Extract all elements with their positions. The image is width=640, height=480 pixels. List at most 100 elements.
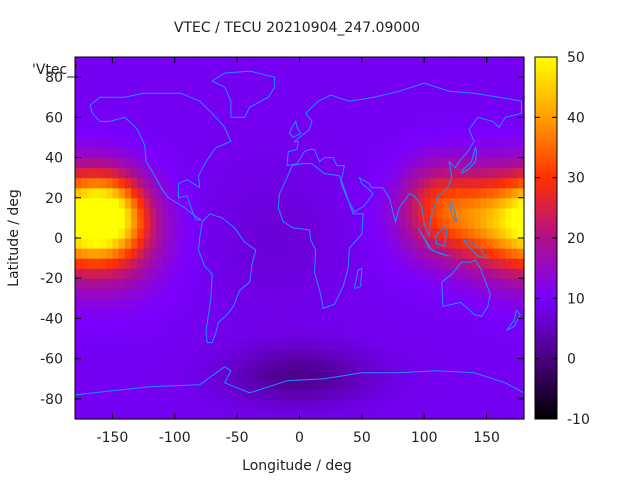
heatmap-cell: [205, 107, 213, 118]
heatmap-cell: [118, 238, 126, 249]
heatmap-cell: [318, 187, 326, 199]
heatmap-cell: [330, 137, 338, 149]
heatmap-cell: [249, 197, 257, 209]
heatmap-cell: [480, 298, 488, 309]
heatmap-cell: [486, 238, 494, 249]
heatmap-cell: [411, 358, 419, 370]
heatmap-cell: [324, 358, 332, 370]
heatmap-cell: [336, 358, 344, 370]
heatmap-cell: [380, 398, 388, 410]
heatmap-cell: [174, 157, 182, 169]
heatmap-cell: [274, 87, 282, 98]
heatmap-cell: [156, 187, 163, 199]
heatmap-cell: [124, 258, 132, 269]
heatmap-cell: [93, 328, 101, 340]
heatmap-cell: [118, 167, 126, 179]
heatmap-cell: [393, 348, 400, 360]
heatmap-cell: [149, 147, 157, 159]
heatmap-cell: [205, 288, 213, 299]
heatmap-cell: [405, 408, 413, 420]
heatmap-cell: [224, 167, 232, 179]
heatmap-cell: [480, 157, 488, 169]
heatmap-cell: [380, 227, 388, 239]
heatmap-cell: [318, 227, 326, 239]
heatmap-cell: [417, 378, 425, 390]
heatmap-cell: [287, 308, 294, 320]
heatmap-cell: [280, 167, 288, 179]
heatmap-cell: [499, 77, 506, 88]
heatmap-cell: [237, 187, 244, 199]
heatmap-cell: [380, 187, 388, 199]
heatmap-cell: [374, 87, 382, 98]
heatmap-cell: [343, 187, 350, 199]
heatmap-cell: [131, 127, 138, 139]
heatmap-cell: [449, 167, 457, 179]
heatmap-cell: [262, 248, 269, 259]
heatmap-cell: [187, 197, 195, 209]
heatmap-cell: [137, 87, 145, 98]
heatmap-cell: [112, 318, 120, 330]
heatmap-cell: [517, 177, 525, 189]
heatmap-cell: [442, 217, 450, 229]
heatmap-cell: [430, 398, 438, 410]
heatmap-cell: [305, 408, 313, 420]
heatmap-cell: [199, 177, 207, 189]
heatmap-cell: [486, 167, 494, 179]
heatmap-cell: [474, 338, 481, 350]
heatmap-cell: [218, 127, 226, 139]
heatmap-cell: [193, 157, 201, 169]
heatmap-cell: [205, 408, 213, 420]
heatmap-cell: [311, 157, 319, 169]
heatmap-cell: [137, 227, 145, 239]
heatmap-cell: [517, 378, 525, 390]
heatmap-cell: [330, 318, 338, 330]
heatmap-cell: [442, 127, 450, 139]
heatmap-cell: [193, 127, 201, 139]
heatmap-cell: [87, 217, 95, 229]
heatmap-cell: [93, 97, 101, 108]
heatmap-cell: [199, 97, 207, 108]
heatmap-cell: [474, 388, 481, 400]
heatmap-cell: [380, 278, 388, 289]
heatmap-cell: [455, 107, 463, 118]
heatmap-cell: [262, 107, 269, 118]
heatmap-cell: [299, 207, 307, 219]
heatmap-cell: [330, 408, 338, 420]
heatmap-cell: [499, 207, 506, 219]
heatmap-cell: [99, 107, 107, 118]
heatmap-cell: [330, 238, 338, 249]
heatmap-cell: [424, 298, 432, 309]
heatmap-cell: [417, 238, 425, 249]
heatmap-cell: [280, 338, 288, 350]
heatmap-cell: [424, 77, 432, 88]
heatmap-cell: [268, 348, 276, 360]
heatmap-cell: [137, 328, 145, 340]
heatmap-cell: [224, 268, 232, 279]
heatmap-cell: [330, 57, 338, 68]
heatmap-cell: [243, 217, 251, 229]
heatmap-cell: [436, 288, 444, 299]
heatmap-cell: [368, 248, 375, 259]
heatmap-cell: [430, 388, 438, 400]
heatmap-cell: [299, 298, 307, 309]
heatmap-cell: [156, 288, 163, 299]
heatmap-cell: [436, 187, 444, 199]
heatmap-cell: [162, 348, 170, 360]
heatmap-cell: [318, 378, 326, 390]
heatmap-cell: [461, 288, 469, 299]
heatmap-cell: [162, 77, 170, 88]
heatmap-cell: [361, 97, 369, 108]
y-tick-label: -60: [40, 352, 63, 368]
heatmap-cell: [393, 107, 400, 118]
heatmap-cell: [137, 368, 145, 380]
heatmap-cell: [205, 187, 213, 199]
heatmap-cell: [237, 358, 244, 370]
heatmap-cell: [181, 238, 188, 249]
heatmap-cell: [193, 378, 201, 390]
heatmap-cell: [393, 298, 400, 309]
heatmap-cell: [124, 217, 132, 229]
heatmap-cell: [124, 197, 132, 209]
heatmap-cell: [143, 167, 151, 179]
heatmap-cell: [361, 227, 369, 239]
heatmap-cell: [355, 318, 363, 330]
